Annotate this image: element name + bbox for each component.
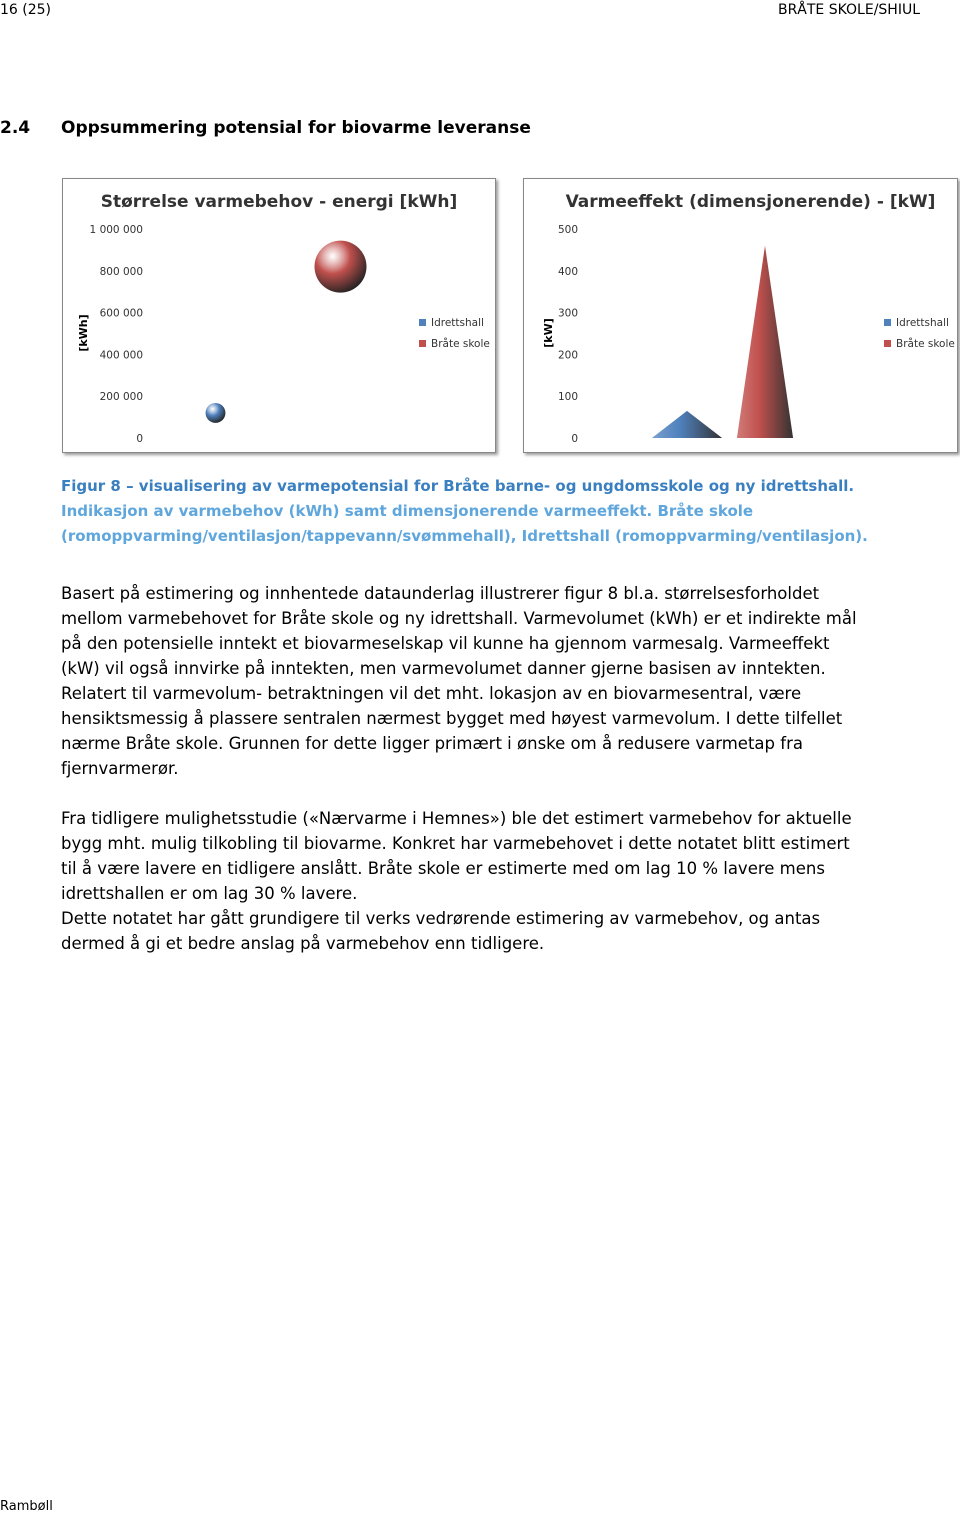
text-line: idrettshallen er om lag 30 % lavere. [61,884,358,903]
y-tick-label: 0 [571,433,578,445]
section-number: 2.4 [0,118,31,138]
text-line: til å være lavere en tidligere anslått. … [61,859,825,878]
text-line: fjernvarmerør. [61,759,179,778]
text-line: på den potensielle inntekt et biovarmese… [61,634,830,653]
legend-label: Idrettshall [896,317,949,329]
text-line: Relatert til varmevolum- betraktningen v… [61,684,802,703]
cone [736,245,794,438]
y-tick-label: 0 [136,433,143,445]
chart-title: Størrelse varmebehov - energi [kWh] [101,192,458,212]
page-number: 16 (25) [0,2,52,18]
energy-chart: Størrelse varmebehov - energi [kWh] [kWh]… [62,178,496,453]
y-tick-label: 300 [558,308,578,320]
y-tick-label: 600 000 [100,308,143,320]
legend-swatch [884,319,891,326]
chart-title: Varmeeffekt (dimensjonerende) - [kW] [566,192,936,212]
y-axis-label: [kWh] [77,314,90,351]
bubble [205,402,226,423]
y-tick-label: 200 [558,349,578,361]
text-line: hensiktsmessig å plassere sentralen nærm… [61,709,843,728]
text-line: Basert på estimering og innhentede datau… [61,584,820,603]
y-tick-label: 100 [558,391,578,403]
y-tick-label: 400 000 [100,349,143,361]
legend-swatch [419,319,426,326]
text-line: mellom varmebehovet for Bråte skole og n… [61,609,857,628]
footer: Rambøll [0,1499,53,1514]
paragraph: Basert på estimering og innhentede datau… [61,581,941,781]
section-title: Oppsummering potensial for biovarme leve… [61,118,531,138]
paragraph: Fra tidligere mulighetsstudie («Nærvarme… [61,806,941,906]
power-chart: Varmeeffekt (dimensjonerende) - [kW] [kW]… [523,178,958,453]
y-axis-label: [kW] [542,318,555,348]
legend-label: Bråte skole [896,337,955,350]
caption-text: Indikasjon av varmebehov (kWh) samt dime… [61,502,868,545]
document-id: BRÅTE SKOLE/SHIUL [777,2,920,18]
text-line: bygg mht. mulig tilkobling til biovarme.… [61,834,850,853]
text-line: Fra tidligere mulighetsstudie («Nærvarme… [61,809,852,828]
y-tick-label: 500 [558,224,578,236]
text-line: (kW) vil også innvirke på inntekten, men… [61,659,826,678]
legend-label: Idrettshall [431,317,484,329]
y-tick-label: 200 000 [100,391,143,403]
legend-swatch [884,340,891,347]
cone [651,410,723,438]
section-heading: 2.4 Oppsummering potensial for biovarme l… [0,118,531,138]
y-tick-label: 1 000 000 [90,224,143,236]
legend-swatch [419,340,426,347]
y-tick-label: 800 000 [100,266,143,278]
paragraph: Dette notatet har gått grundigere til ve… [61,906,941,956]
bubble [314,240,367,293]
text-line: Dette notatet har gått grundigere til ve… [61,909,821,928]
y-tick-label: 400 [558,266,578,278]
text-line: dermed å gi et bedre anslag på varmebeho… [61,934,545,953]
caption-title: Figur 8 – visualisering av varmepotensia… [61,477,855,495]
legend-label: Bråte skole [431,337,490,350]
figure-caption: Figur 8 – visualisering av varmepotensia… [61,474,931,549]
text-line: nærme Bråte skole. Grunnen for dette lig… [61,734,803,753]
